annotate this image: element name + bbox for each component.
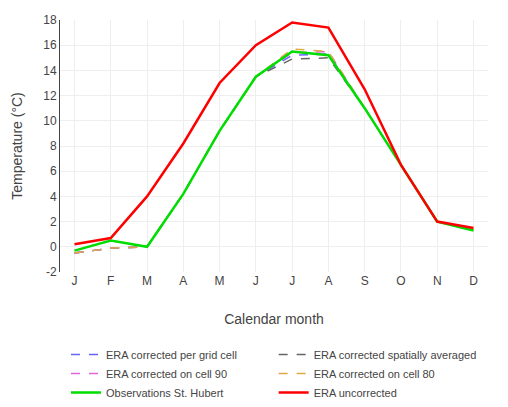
svg-text:N: N (433, 274, 442, 288)
svg-text:8: 8 (50, 139, 57, 153)
svg-text:14: 14 (43, 64, 57, 78)
svg-text:A: A (324, 274, 332, 288)
svg-text:M: M (215, 274, 225, 288)
svg-text:0: 0 (50, 240, 57, 254)
svg-text:4: 4 (50, 190, 57, 204)
svg-text:16: 16 (43, 38, 57, 52)
svg-text:ERA corrected on cell 80: ERA corrected on cell 80 (314, 368, 435, 380)
svg-text:10: 10 (43, 114, 57, 128)
svg-text:J: J (289, 274, 295, 288)
svg-text:D: D (469, 274, 478, 288)
svg-text:12: 12 (43, 89, 57, 103)
svg-text:S: S (361, 274, 369, 288)
svg-text:Observations St. Hubert: Observations St. Hubert (106, 387, 223, 399)
svg-text:ERA corrected per grid cell: ERA corrected per grid cell (106, 349, 237, 361)
svg-text:18: 18 (43, 13, 57, 27)
svg-text:F: F (107, 274, 114, 288)
svg-text:Temperature (°C): Temperature (°C) (9, 92, 25, 200)
svg-text:ERA corrected spatially averag: ERA corrected spatially averaged (314, 349, 477, 361)
svg-text:ERA corrected on cell 90: ERA corrected on cell 90 (106, 368, 227, 380)
svg-text:O: O (396, 274, 405, 288)
svg-text:ERA uncorrected: ERA uncorrected (314, 387, 397, 399)
svg-text:M: M (142, 274, 152, 288)
svg-text:6: 6 (50, 164, 57, 178)
svg-text:A: A (179, 274, 187, 288)
svg-text:J: J (253, 274, 259, 288)
svg-text:J: J (72, 274, 78, 288)
svg-text:Calendar month: Calendar month (224, 311, 324, 327)
svg-text:-2: -2 (46, 265, 57, 279)
svg-text:2: 2 (50, 215, 57, 229)
